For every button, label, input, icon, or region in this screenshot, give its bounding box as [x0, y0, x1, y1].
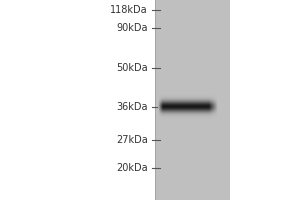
Text: 50kDa: 50kDa [116, 63, 148, 73]
Text: 27kDa: 27kDa [116, 135, 148, 145]
Text: 20kDa: 20kDa [116, 163, 148, 173]
Bar [155, 0, 230, 200]
Text: 90kDa: 90kDa [116, 23, 148, 33]
Text: 118kDa: 118kDa [110, 5, 148, 15]
Text: 36kDa: 36kDa [116, 102, 148, 112]
